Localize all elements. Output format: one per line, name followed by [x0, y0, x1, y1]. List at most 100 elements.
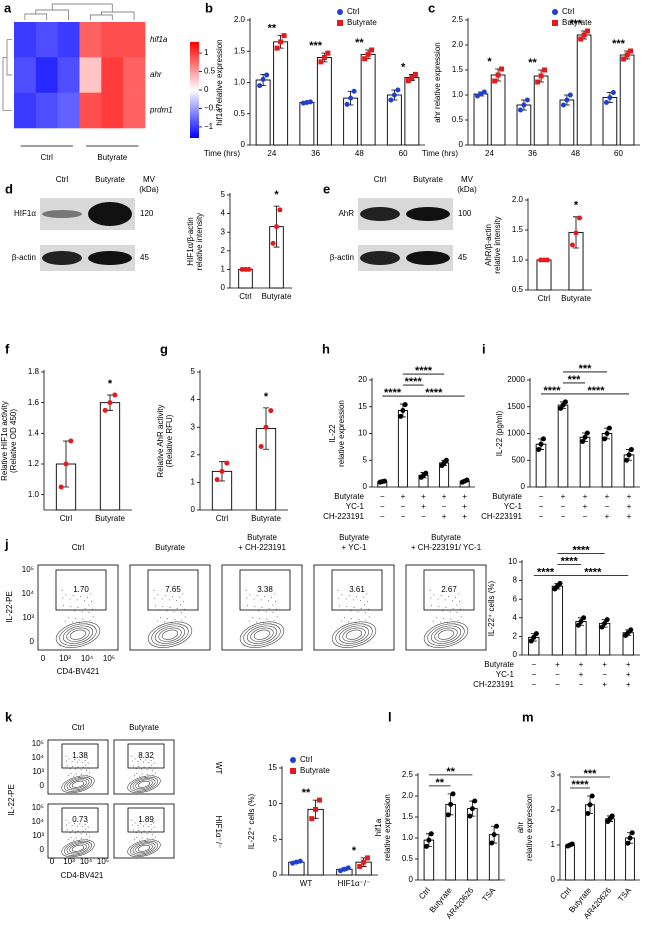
data-point [313, 806, 319, 812]
flow-column-label: Butyrate [129, 723, 159, 732]
flow-event [176, 607, 178, 609]
y-tick-label: 2.0 [452, 40, 464, 49]
legend-marker [552, 20, 558, 26]
y-axis-label: IL-22 (pg/ml) [495, 410, 504, 456]
legend-marker [337, 20, 343, 26]
significance-label: *** [569, 18, 583, 30]
data-point [562, 399, 568, 405]
flow-event [455, 596, 457, 598]
flow-event [72, 765, 74, 767]
colorbar-label: 0.5 [204, 67, 216, 76]
flow-event [84, 760, 86, 762]
blot-band [406, 251, 450, 265]
x-tick-label: TSA [480, 885, 497, 903]
flow-event [76, 761, 78, 763]
treatment-sign: − [531, 680, 536, 689]
treatment-sign: + [626, 660, 631, 669]
flow-event [247, 605, 249, 607]
x-tick-label: HIF1α⁻/⁻ [338, 879, 371, 888]
data-point [517, 107, 523, 113]
y-tick-label: 0 [521, 482, 526, 491]
y-tick-label: 10 [508, 557, 517, 566]
flow-event [72, 595, 74, 597]
bar [238, 268, 253, 289]
flow-event [68, 758, 70, 760]
data-point [602, 436, 608, 442]
treatment-name: YC-1 [504, 502, 523, 511]
flow-gate [147, 569, 199, 611]
flow-contour [127, 775, 161, 794]
data-point [388, 97, 394, 103]
flow-event [357, 611, 359, 613]
flow-event [154, 836, 156, 838]
data-point [382, 478, 388, 484]
data-point [533, 631, 539, 637]
flow-event [259, 618, 261, 620]
flow-event [91, 601, 93, 603]
y-tick-label: 2.0 [512, 195, 524, 204]
x-tick-label: Butyrate [95, 514, 125, 523]
data-point [402, 402, 408, 408]
flow-event [150, 824, 152, 826]
treatment-sign: + [462, 492, 467, 501]
flow-event [151, 828, 153, 830]
flow-event [62, 597, 64, 599]
x-tick-label: 24 [267, 149, 276, 158]
y-axis-label: (Relative RFU) [165, 414, 174, 467]
flow-event [455, 604, 457, 606]
data-point [495, 72, 501, 78]
data-point [398, 413, 404, 419]
y-axis-label: Relative HIF1α activity [0, 401, 9, 481]
y-tick-label: 1.8 [28, 367, 40, 376]
flow-event [339, 605, 341, 607]
flow-event [450, 618, 452, 620]
flow-event [141, 773, 143, 775]
flow-event [91, 608, 93, 610]
heatmap-cell [14, 57, 37, 93]
flow-event [141, 768, 143, 770]
legend-label: Ctrl [562, 7, 575, 16]
significance-label: *** [612, 38, 626, 50]
flow-event [144, 840, 146, 842]
bar [579, 436, 591, 488]
treatment-sign: − [401, 502, 406, 511]
y-axis-label: hif1a relative expression [215, 39, 224, 125]
flow-event [437, 598, 439, 600]
flow-event [347, 621, 349, 623]
significance-label: * [574, 200, 579, 212]
lane-label: Ctrl [56, 175, 69, 184]
data-point [537, 257, 543, 263]
flow-event [151, 769, 153, 771]
flow-event [134, 822, 136, 824]
significance-label: **** [405, 376, 423, 388]
bar [273, 41, 289, 146]
flow-event [179, 604, 181, 606]
flow-event [338, 597, 340, 599]
panel-letter: f [5, 341, 10, 356]
flow-event [254, 606, 256, 608]
panel-letter: j [4, 536, 9, 551]
flow-event [147, 774, 149, 776]
band-mw: 45 [458, 253, 467, 262]
data-point [268, 408, 274, 414]
flow-event [79, 759, 81, 761]
bar [316, 57, 332, 146]
data-point [448, 801, 454, 807]
flow-event [153, 757, 155, 759]
y-tick-label: 10 [268, 799, 277, 808]
treatment-sign: − [380, 502, 385, 511]
flow-event [268, 607, 270, 609]
flow-event [439, 621, 441, 623]
data-point [274, 45, 280, 51]
flow-event [460, 616, 462, 618]
flow-event [157, 594, 159, 596]
flow-y-tick: 0 [40, 781, 45, 790]
y-tick-label: 1.0 [452, 90, 464, 99]
treatment-sign: − [380, 492, 385, 501]
x-axis-label: Time (hrs) [204, 149, 240, 158]
heatmap-cell [123, 92, 146, 129]
flow-event [80, 833, 82, 835]
flow-contour [135, 843, 153, 854]
flow-event [447, 595, 449, 597]
data-point [423, 470, 429, 476]
